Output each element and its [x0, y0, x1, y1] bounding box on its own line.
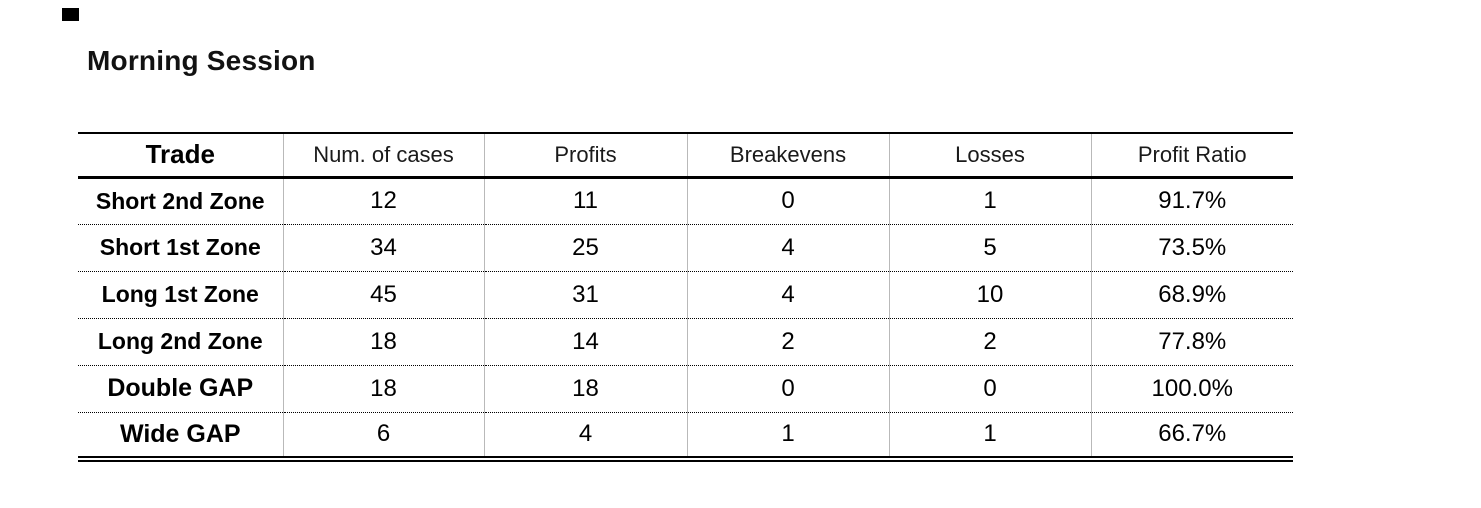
column-header-trade: Trade — [145, 139, 215, 170]
cell-num-of-cases: 18 — [282, 365, 484, 412]
table-row-long-1st-zone: Long 1st Zone 45 31 4 10 68.9% — [78, 271, 1293, 318]
cell-breakevens: 2 — [686, 318, 889, 365]
cell-num-of-cases: 12 — [282, 177, 484, 224]
cell-breakevens: 1 — [686, 412, 889, 459]
cell-profits: 31 — [483, 271, 687, 318]
cell-profit-ratio: 91.7% — [1090, 177, 1293, 224]
cell-num-of-cases: 18 — [282, 318, 484, 365]
morning-session-table-container: Trade Num. of cases Profits Breakevens L… — [78, 132, 1293, 462]
row-label: Short 2nd Zone — [95, 187, 265, 214]
cell-losses: 10 — [888, 271, 1091, 318]
cell-profits: 14 — [483, 318, 687, 365]
cell-num-of-cases: 34 — [282, 224, 484, 271]
header-row: Trade Num. of cases Profits Breakevens L… — [78, 133, 1293, 177]
cell-profits: 11 — [483, 177, 687, 224]
cell-profits: 25 — [483, 224, 687, 271]
cell-profit-ratio: 73.5% — [1090, 224, 1293, 271]
cell-profits: 4 — [483, 412, 687, 459]
table-row-wide-gap: Wide GAP 6 4 1 1 66.7% — [78, 412, 1293, 459]
cell-breakevens: 0 — [686, 177, 889, 224]
cell-profit-ratio: 100.0% — [1090, 365, 1293, 412]
morning-session-table: Trade Num. of cases Profits Breakevens L… — [78, 132, 1293, 462]
column-header-profit-ratio: Profit Ratio — [1090, 133, 1293, 177]
cell-losses: 2 — [888, 318, 1091, 365]
cell-profit-ratio: 68.9% — [1090, 271, 1293, 318]
top-left-mark — [62, 8, 79, 21]
table-row-short-2nd-zone: Short 2nd Zone 12 11 0 1 91.7% — [78, 177, 1293, 224]
cell-breakevens: 4 — [686, 271, 889, 318]
row-label: Double GAP — [107, 374, 254, 402]
cell-breakevens: 0 — [686, 365, 889, 412]
row-label: Short 1st Zone — [99, 234, 261, 260]
table-row-short-1st-zone: Short 1st Zone 34 25 4 5 73.5% — [78, 224, 1293, 271]
cell-profits: 18 — [483, 365, 687, 412]
row-label: Long 2nd Zone — [97, 328, 263, 354]
cell-losses: 1 — [888, 177, 1091, 224]
column-header-profits: Profits — [483, 133, 687, 177]
table-row-double-gap: Double GAP 18 18 0 0 100.0% — [78, 365, 1293, 412]
cell-num-of-cases: 6 — [282, 412, 484, 459]
column-header-losses: Losses — [888, 133, 1091, 177]
cell-breakevens: 4 — [686, 224, 889, 271]
column-header-breakevens: Breakevens — [686, 133, 889, 177]
cell-losses: 1 — [888, 412, 1091, 459]
cell-num-of-cases: 45 — [282, 271, 484, 318]
cell-losses: 0 — [888, 365, 1091, 412]
cell-profit-ratio: 66.7% — [1090, 412, 1293, 459]
page-title: Morning Session — [87, 45, 316, 76]
row-label: Wide GAP — [119, 419, 241, 448]
row-label: Long 1st Zone — [101, 281, 259, 307]
table-row-long-2nd-zone: Long 2nd Zone 18 14 2 2 77.8% — [78, 318, 1293, 365]
cell-losses: 5 — [888, 224, 1091, 271]
column-header-num-of-cases: Num. of cases — [282, 133, 484, 177]
cell-profit-ratio: 77.8% — [1090, 318, 1293, 365]
